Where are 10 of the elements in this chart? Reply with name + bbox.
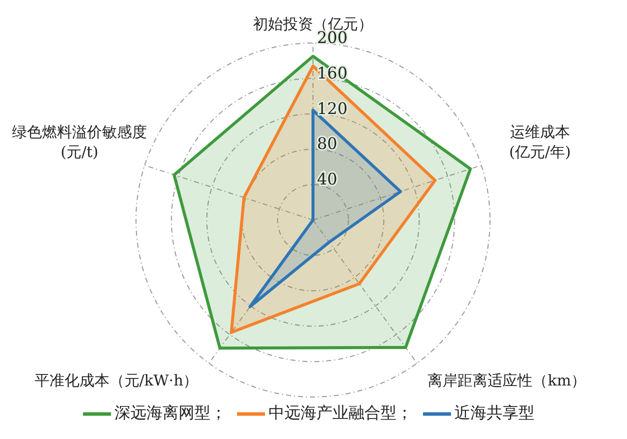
legend-label: 中远海产业融合型； (268, 403, 412, 422)
spoke-label: 绿色燃料溢价敏感度 (元/t) (12, 122, 147, 161)
y-tick-label: 120 (317, 98, 348, 118)
spoke-label: 离岸距离适应性（km） (428, 372, 586, 390)
spoke-label: 平准化成本（元/kW·h） (34, 372, 198, 390)
y-tick-label: 80 (317, 134, 338, 154)
legend-label: 深远海离网型； (114, 403, 226, 422)
spoke-label: 运维成本 (亿元/年) (509, 122, 571, 161)
y-tick-label: 40 (317, 170, 338, 189)
legend-label: 近海共享型 (454, 403, 534, 422)
